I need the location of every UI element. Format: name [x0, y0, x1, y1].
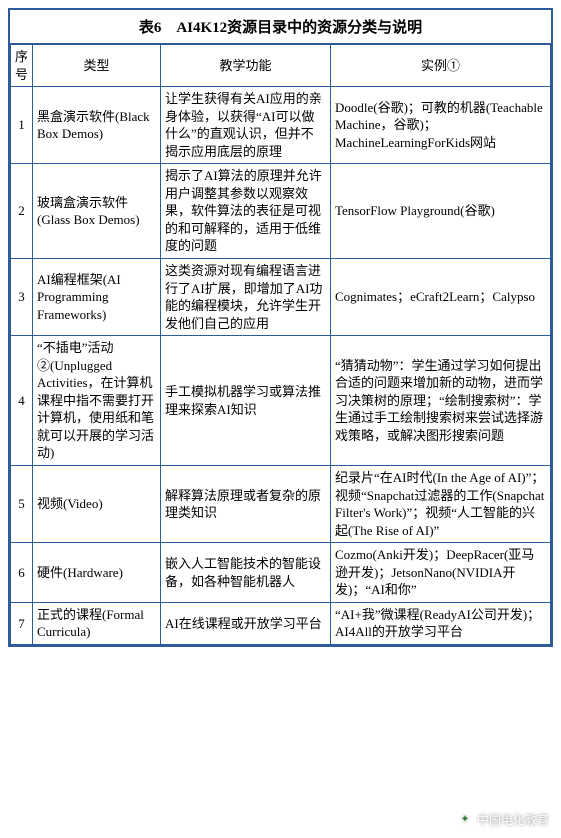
watermark: ✦ 中国电化教育 [457, 811, 549, 828]
watermark-text: 中国电化教育 [477, 811, 549, 828]
table-title: 表6 AI4K12资源目录中的资源分类与说明 [10, 10, 551, 44]
cell-function: 让学生获得有关AI应用的亲身体验，以获得“AI可以做什么”的直观认识，但并不揭示… [161, 87, 331, 164]
table-row: 3 AI编程框架(AI Programming Frameworks) 这类资源… [11, 259, 551, 336]
col-header-index: 序号 [11, 45, 33, 87]
cell-function: AI在线课程或开放学习平台 [161, 602, 331, 644]
table-header-row: 序号 类型 教学功能 实例① [11, 45, 551, 87]
table-row: 1 黑盒演示软件(Black Box Demos) 让学生获得有关AI应用的亲身… [11, 87, 551, 164]
cell-example: Cognimates；eCraft2Learn；Calypso [331, 259, 551, 336]
cell-index: 1 [11, 87, 33, 164]
cell-type: 视频(Video) [33, 466, 161, 543]
wechat-icon: ✦ [457, 812, 473, 828]
cell-function: 嵌入人工智能技术的智能设备，如各种智能机器人 [161, 543, 331, 603]
cell-function: 解释算法原理或者复杂的原理类知识 [161, 466, 331, 543]
cell-example: Cozmo(Anki开发)；DeepRacer(亚马逊开发)；JetsonNan… [331, 543, 551, 603]
cell-function: 这类资源对现有编程语言进行了AI扩展，即增加了AI功能的编程模块，允许学生开发他… [161, 259, 331, 336]
cell-type: “不插电”活动②(Unplugged Activities，在计算机课程中指不需… [33, 336, 161, 466]
table-row: 2 玻璃盒演示软件(Glass Box Demos) 揭示了AI算法的原理并允许… [11, 164, 551, 259]
cell-type: 玻璃盒演示软件(Glass Box Demos) [33, 164, 161, 259]
table-row: 6 硬件(Hardware) 嵌入人工智能技术的智能设备，如各种智能机器人 Co… [11, 543, 551, 603]
col-header-function: 教学功能 [161, 45, 331, 87]
cell-type: 正式的课程(Formal Curricula) [33, 602, 161, 644]
cell-function: 揭示了AI算法的原理并允许用户调整其参数以观察效果，软件算法的表征是可视的和可解… [161, 164, 331, 259]
table-row: 4 “不插电”活动②(Unplugged Activities，在计算机课程中指… [11, 336, 551, 466]
cell-example: 纪录片“在AI时代(In the Age of AI)”；视频“Snapchat… [331, 466, 551, 543]
cell-example: TensorFlow Playground(谷歌) [331, 164, 551, 259]
cell-index: 3 [11, 259, 33, 336]
cell-index: 4 [11, 336, 33, 466]
cell-index: 2 [11, 164, 33, 259]
table-row: 7 正式的课程(Formal Curricula) AI在线课程或开放学习平台 … [11, 602, 551, 644]
table-container: 表6 AI4K12资源目录中的资源分类与说明 序号 类型 教学功能 实例① 1 … [8, 8, 553, 647]
cell-index: 7 [11, 602, 33, 644]
resource-table: 序号 类型 教学功能 实例① 1 黑盒演示软件(Black Box Demos)… [10, 44, 551, 645]
cell-index: 6 [11, 543, 33, 603]
cell-type: 硬件(Hardware) [33, 543, 161, 603]
col-header-type: 类型 [33, 45, 161, 87]
cell-function: 手工模拟机器学习或算法推理来探索AI知识 [161, 336, 331, 466]
cell-example: “猜猜动物”：学生通过学习如何提出合适的问题来增加新的动物，进而学习决策树的原理… [331, 336, 551, 466]
col-header-example: 实例① [331, 45, 551, 87]
cell-example: Doodle(谷歌)；可教的机器(Teachable Machine，谷歌)；M… [331, 87, 551, 164]
cell-type: AI编程框架(AI Programming Frameworks) [33, 259, 161, 336]
cell-example: “AI+我”微课程(ReadyAI公司开发)；AI4All的开放学习平台 [331, 602, 551, 644]
cell-index: 5 [11, 466, 33, 543]
table-row: 5 视频(Video) 解释算法原理或者复杂的原理类知识 纪录片“在AI时代(I… [11, 466, 551, 543]
cell-type: 黑盒演示软件(Black Box Demos) [33, 87, 161, 164]
